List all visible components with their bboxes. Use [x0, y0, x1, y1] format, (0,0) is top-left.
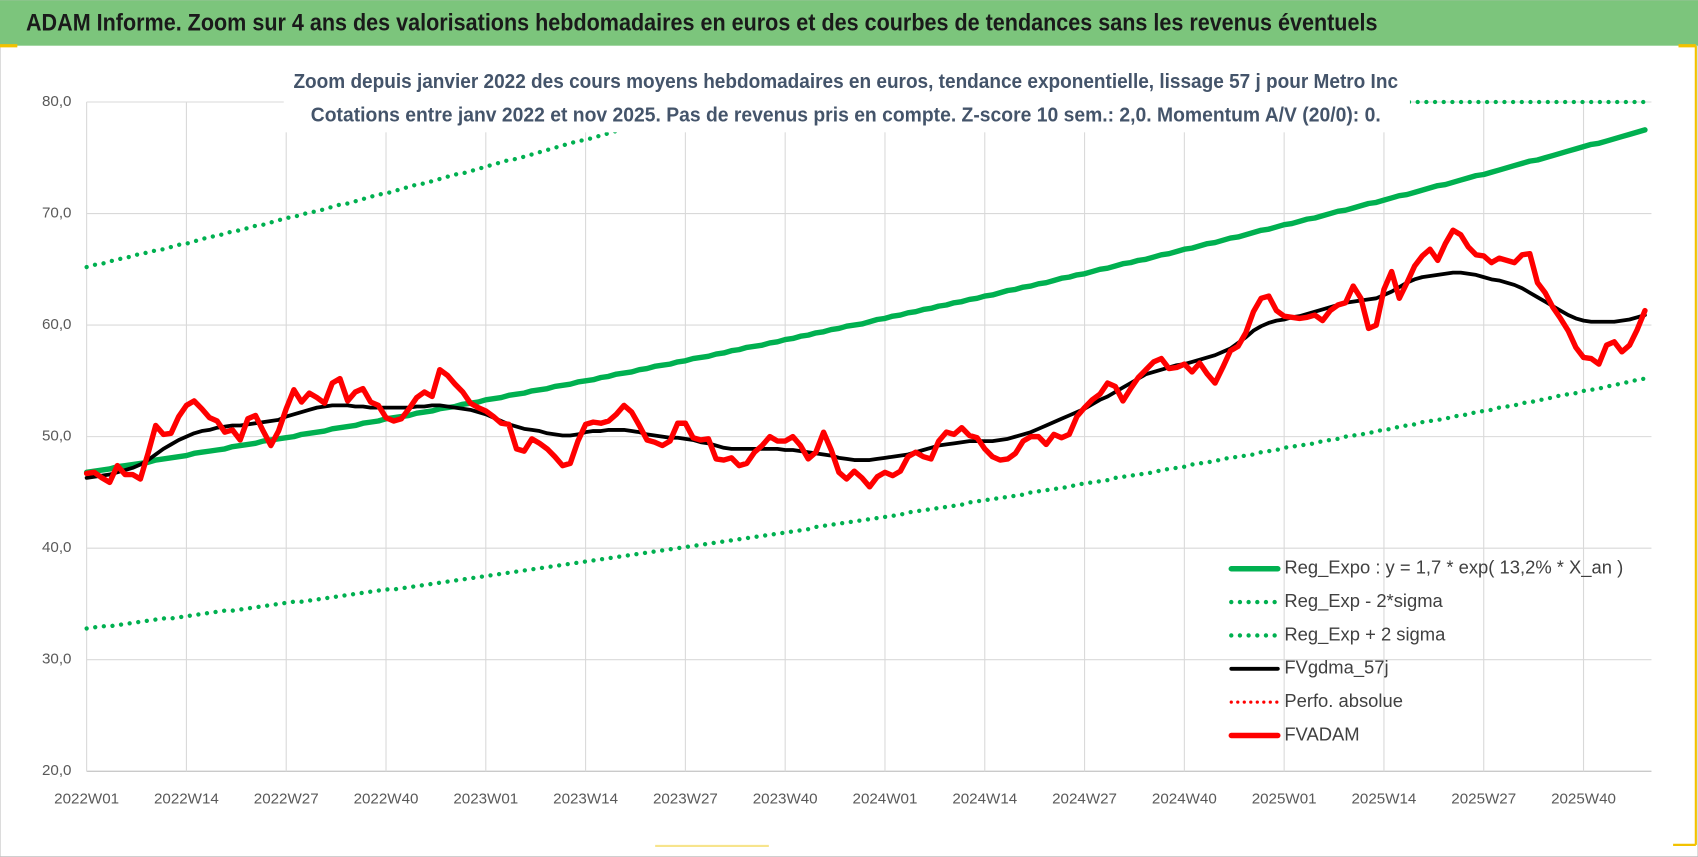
- y-tick-label: 60,0: [42, 316, 72, 333]
- header-bar: [0, 0, 1698, 46]
- legend-label: Reg_Expo : y = 1,7 * exp( 13,2% * X_an ): [1284, 557, 1623, 579]
- legend-label: Perfo. absolue: [1284, 690, 1403, 711]
- y-tick-label: 20,0: [42, 762, 72, 779]
- x-tick-label: 2025W01: [1252, 790, 1317, 807]
- legend-label: Reg_Exp + 2 sigma: [1284, 623, 1446, 645]
- y-tick-label: 80,0: [42, 93, 72, 110]
- subtitle-line: Zoom depuis janvier 2022 des cours moyen…: [293, 70, 1398, 93]
- page-title: ADAM Informe. Zoom sur 4 ans des valoris…: [26, 9, 1377, 36]
- y-tick-label: 50,0: [42, 428, 72, 445]
- x-tick-label: 2023W01: [453, 790, 518, 807]
- legend: Reg_Expo : y = 1,7 * exp( 13,2% * X_an )…: [1228, 557, 1623, 744]
- series-line: [83, 127, 1648, 476]
- subtitle-line: Cotations entre janv 2022 et nov 2025. P…: [311, 104, 1381, 127]
- grid: 20,0 30,0 40,0 50,0 60,0 70,0 80,0 2022W01 2022W…: [42, 93, 1652, 807]
- x-tick-label: 2022W01: [54, 790, 119, 807]
- series-line: [83, 227, 1648, 490]
- x-tick-label: 2022W14: [154, 790, 219, 807]
- x-tick-label: 2023W14: [553, 790, 618, 807]
- legend-label: FVgdma_57j: [1284, 657, 1388, 679]
- x-tick-label: 2025W40: [1551, 790, 1616, 807]
- x-tick-label: 2023W27: [653, 790, 718, 807]
- series-line: [84, 376, 1648, 631]
- x-tick-label: 2025W14: [1351, 790, 1416, 807]
- x-tick-label: 2024W40: [1152, 790, 1217, 807]
- lines: [83, 99, 1648, 631]
- x-tick-label: 2022W40: [354, 790, 419, 807]
- legend-label: Reg_Exp - 2*sigma: [1284, 590, 1443, 612]
- y-tick-label: 30,0: [42, 651, 72, 668]
- legend-label: FVADAM: [1284, 723, 1359, 744]
- series-line: [84, 99, 1648, 270]
- x-tick-label: 2022W27: [254, 790, 319, 807]
- x-tick-label: 2024W14: [952, 790, 1017, 807]
- y-tick-label: 70,0: [42, 205, 72, 222]
- x-tick-label: 2024W01: [853, 790, 918, 807]
- x-tick-label: 2025W27: [1451, 790, 1516, 807]
- x-tick-label: 2024W27: [1052, 790, 1117, 807]
- y-tick-label: 40,0: [42, 539, 72, 556]
- subtitle-box: [283, 65, 1410, 133]
- x-tick-label: 2023W40: [753, 790, 818, 807]
